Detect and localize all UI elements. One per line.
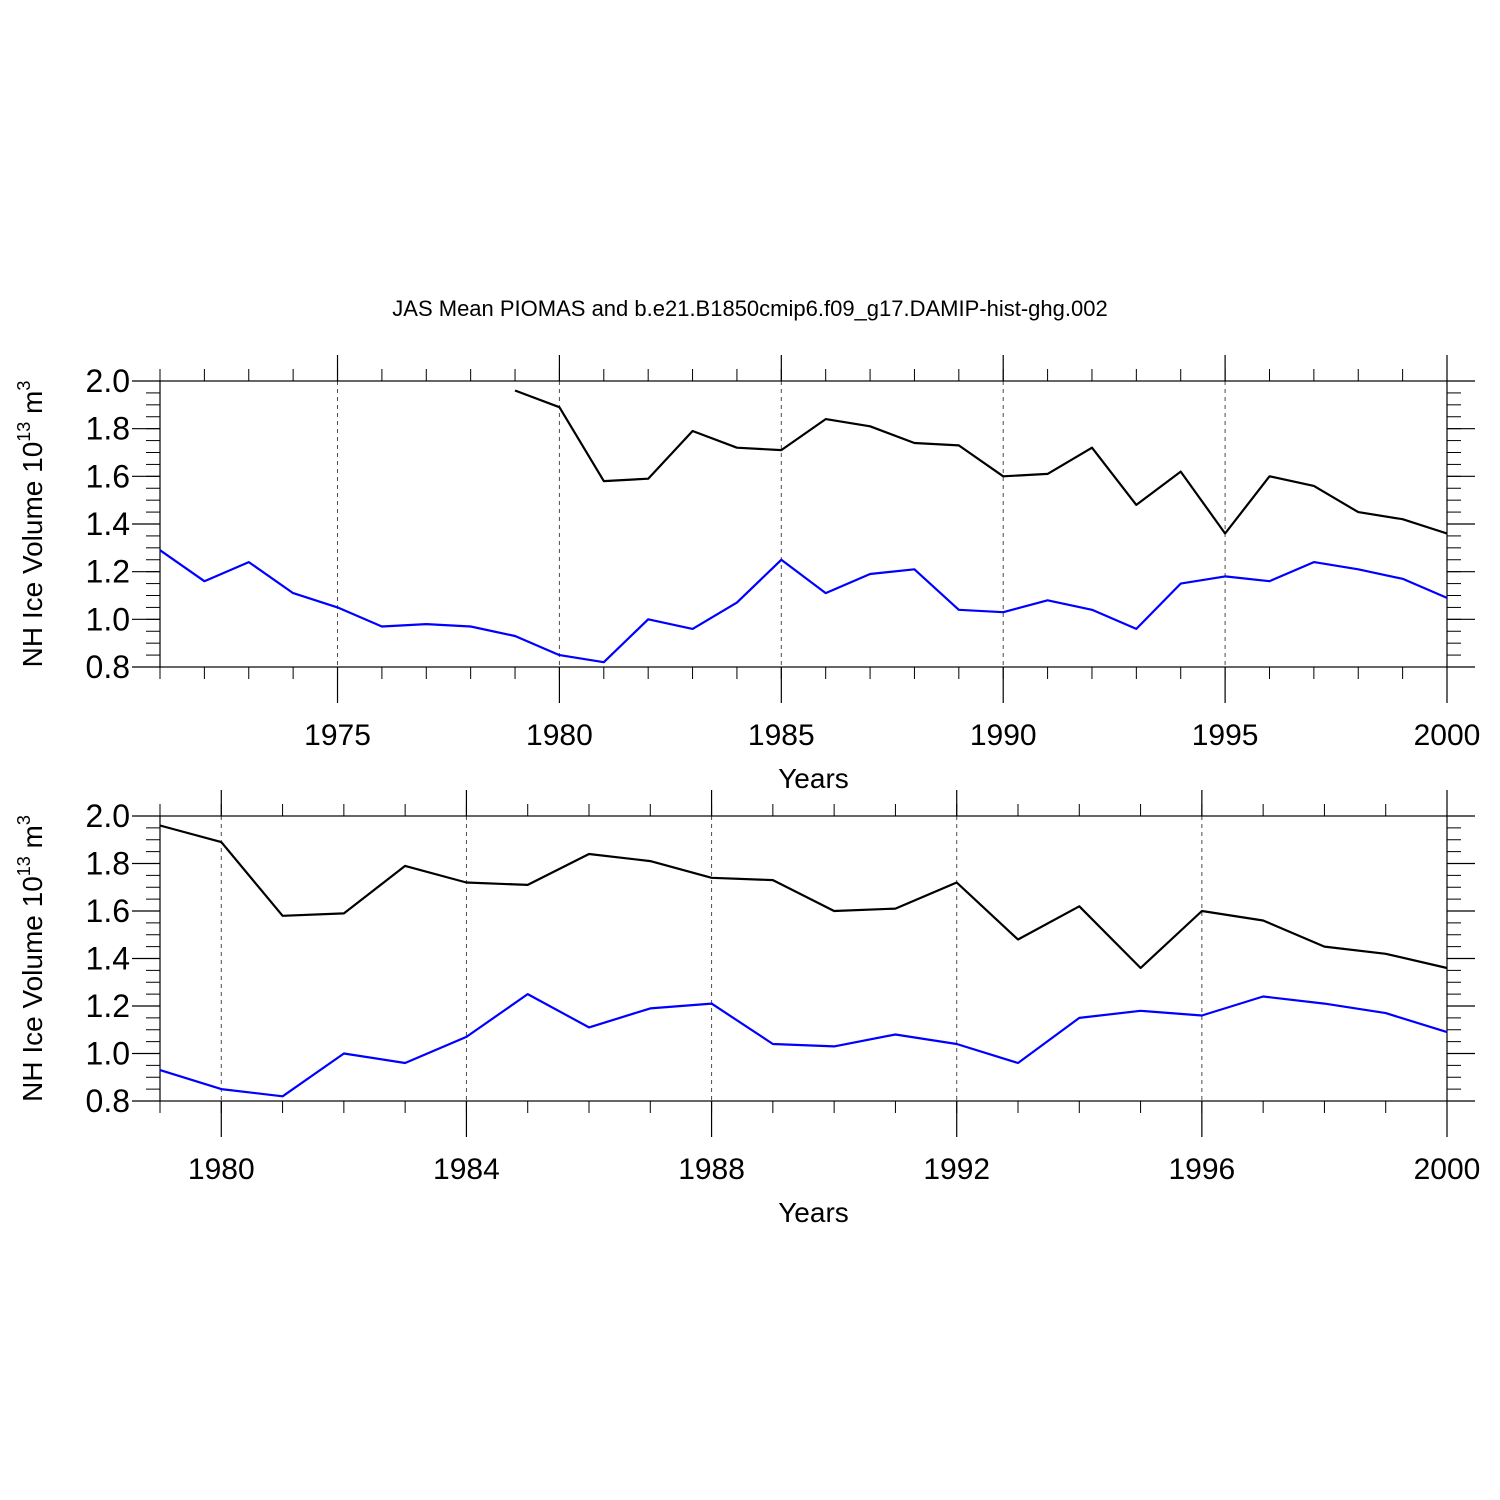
y-axis-label: NH Ice Volume 1013 m3 [14,815,48,1102]
x-tick-label: 1995 [1192,719,1259,752]
y-tick-label: 0.8 [86,1083,130,1119]
y-tick-label: 1.0 [86,601,130,637]
chart-title: JAS Mean PIOMAS and b.e21.B1850cmip6.f09… [392,296,1107,321]
y-tick-label: 2.0 [86,798,130,834]
x-tick-label: 2000 [1414,719,1481,752]
series-line-blue [159,992,1448,1098]
x-axis-label: Years [778,763,849,794]
y-tick-label: 1.2 [86,554,130,590]
y-tick-label: 1.8 [86,411,130,447]
y-tick-label: 1.4 [86,941,130,977]
x-tick-label: 1992 [923,1153,990,1186]
x-tick-label: 1996 [1168,1153,1235,1186]
plot-frame [159,380,1448,668]
panel-bottom: 1980 1984 1988 1992 1996 2000 0.8 1.0 1.2 1.4 1.6 1… [14,790,1480,1228]
y-tick-label: 1.8 [86,846,130,882]
y-axis-label: NH Ice Volume 1013 m3 [14,381,48,668]
series-line-blue [159,549,1448,664]
panel-top: 1975 1980 1985 1990 1995 2000 0.8 1.0 1.2 1.4 1.6 1… [14,355,1480,794]
x-tick-label: 1990 [970,719,1037,752]
plot-frame [159,815,1448,1102]
series-line-black [514,389,1448,535]
y-tick-label: 1.2 [86,988,130,1024]
x-tick-label: 1980 [526,719,593,752]
y-tick-label: 1.6 [86,458,130,494]
y-tick-label: 1.6 [86,893,130,929]
y-tick-label: 2.0 [86,363,130,399]
x-axis-label: Years [778,1197,849,1228]
x-tick-label: 1985 [748,719,815,752]
y-tick-label: 1.4 [86,506,130,542]
x-tick-label: 1980 [188,1153,255,1186]
x-tick-label: 1988 [678,1153,745,1186]
y-tick-label: 0.8 [86,649,130,685]
x-tick-label: 1975 [304,719,371,752]
series-line-black [159,824,1448,970]
x-tick-label: 1984 [433,1153,500,1186]
x-tick-label: 2000 [1414,1153,1481,1186]
y-tick-label: 1.0 [86,1036,130,1072]
